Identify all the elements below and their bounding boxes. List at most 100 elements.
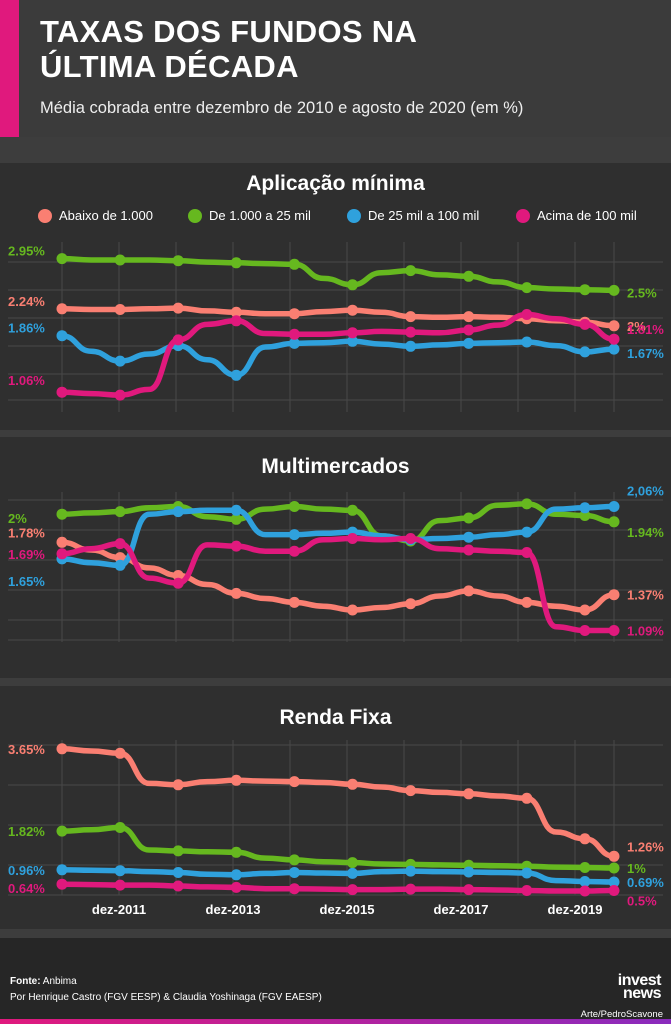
data-point <box>608 876 620 888</box>
data-point <box>463 866 475 878</box>
x-tick-label: dez-2019 <box>548 902 603 917</box>
data-point <box>230 504 242 516</box>
data-point <box>288 867 300 878</box>
data-point <box>608 589 620 601</box>
data-point <box>347 884 358 896</box>
data-point <box>463 337 475 349</box>
series-end-label: 1.26% <box>627 839 664 854</box>
series-start-label: 2.95% <box>8 244 45 259</box>
data-point <box>230 257 242 269</box>
data-point <box>608 320 620 332</box>
data-point <box>230 306 242 318</box>
legend-label-25-100mil: De 25 mil a 100 mil <box>368 208 480 223</box>
data-point <box>288 308 300 320</box>
data-point <box>56 878 68 890</box>
data-point <box>114 747 126 759</box>
page-subtitle: Média cobrada entre dezembro de 2010 e a… <box>40 99 524 117</box>
data-point <box>230 774 242 786</box>
data-point <box>114 552 126 564</box>
legend-item-1000-25mil: De 1.000 a 25 mil <box>188 208 311 223</box>
data-point <box>463 884 475 896</box>
data-point <box>521 885 533 896</box>
data-point <box>172 570 184 581</box>
data-point <box>56 743 68 755</box>
data-point <box>230 540 242 552</box>
data-point <box>608 501 620 512</box>
series-start-label: 0.96% <box>8 863 45 878</box>
header: TAXAS DOS FUNDOS NA ÚLTIMA DÉCADA Média … <box>0 0 671 137</box>
data-point <box>172 255 184 267</box>
data-point <box>114 304 126 315</box>
data-point <box>230 869 242 881</box>
series-end-label: 1% <box>627 861 646 876</box>
data-point <box>463 788 475 800</box>
x-tick-label: dez-2015 <box>320 902 375 917</box>
data-point <box>579 833 591 845</box>
logo-bottom-text: news <box>622 985 662 1002</box>
data-point <box>463 585 475 597</box>
data-point <box>288 883 300 895</box>
data-point <box>608 885 620 896</box>
chart-title-multimercados: Multimercados <box>261 455 410 478</box>
chart-title-renda-fixa: Renda Fixa <box>279 706 392 729</box>
legend-item-abaixo: Abaixo de 1.000 <box>38 208 153 223</box>
x-tick-label: dez-2011 <box>92 902 146 917</box>
data-point <box>579 284 591 296</box>
data-point <box>56 825 68 837</box>
series-end-label: 2,06% <box>627 484 664 499</box>
data-point <box>405 865 417 877</box>
legend-item-25-100mil: De 25 mil a 100 mil <box>347 208 479 223</box>
data-point <box>608 284 620 296</box>
data-point <box>172 779 184 791</box>
data-point <box>463 544 475 556</box>
series-start-label: 1.69% <box>8 547 45 562</box>
series-start-label: 0.64% <box>8 881 45 896</box>
data-point <box>56 330 68 342</box>
data-point <box>347 279 358 291</box>
series-start-label: 1.65% <box>8 574 45 589</box>
data-point <box>56 508 68 520</box>
panel-aplicacao-minima <box>0 163 671 430</box>
data-point <box>230 369 242 381</box>
series-end-label: 1.81% <box>627 322 664 337</box>
data-point <box>288 328 300 340</box>
page-title: TAXAS DOS FUNDOS NA ÚLTIMA DÉCADA <box>40 14 418 84</box>
data-point <box>347 867 358 879</box>
data-point <box>347 778 358 790</box>
series-end-label: 0.69% <box>627 875 664 890</box>
data-point <box>288 258 300 270</box>
data-point <box>172 334 184 346</box>
series-line-renda-fixa <box>59 824 617 871</box>
data-point <box>347 533 358 544</box>
data-point <box>579 502 591 514</box>
source-line: Fonte: Anbima <box>10 976 77 987</box>
data-point <box>230 513 242 525</box>
data-point <box>579 604 591 616</box>
data-point <box>521 596 533 608</box>
data-point <box>347 604 358 616</box>
data-point <box>521 498 533 510</box>
legend-label-1000-25mil: De 1.000 a 25 mil <box>209 208 311 223</box>
data-point <box>114 559 126 571</box>
footer <box>0 938 671 1024</box>
legend-label-abaixo: Abaixo de 1.000 <box>59 208 153 223</box>
data-point <box>405 311 417 323</box>
data-point <box>114 879 126 891</box>
data-point <box>405 883 417 895</box>
data-point <box>114 538 126 550</box>
data-point <box>114 822 126 833</box>
series-start-label: 2.24% <box>8 294 45 309</box>
data-point <box>463 311 475 323</box>
chart-title-aplicacao-minima: Aplicação mínima <box>246 172 425 195</box>
series-start-label: 2% <box>8 511 27 526</box>
data-point <box>288 776 300 788</box>
legend-dot-abaixo <box>38 208 52 223</box>
data-point <box>405 265 417 277</box>
data-point <box>347 335 358 347</box>
data-point <box>521 792 533 804</box>
logo-top-text: invest <box>617 972 662 989</box>
data-point <box>288 337 300 349</box>
series-start-label: 1.06% <box>8 373 45 388</box>
series-end-label: 1.37% <box>627 588 664 603</box>
data-point <box>114 506 126 518</box>
